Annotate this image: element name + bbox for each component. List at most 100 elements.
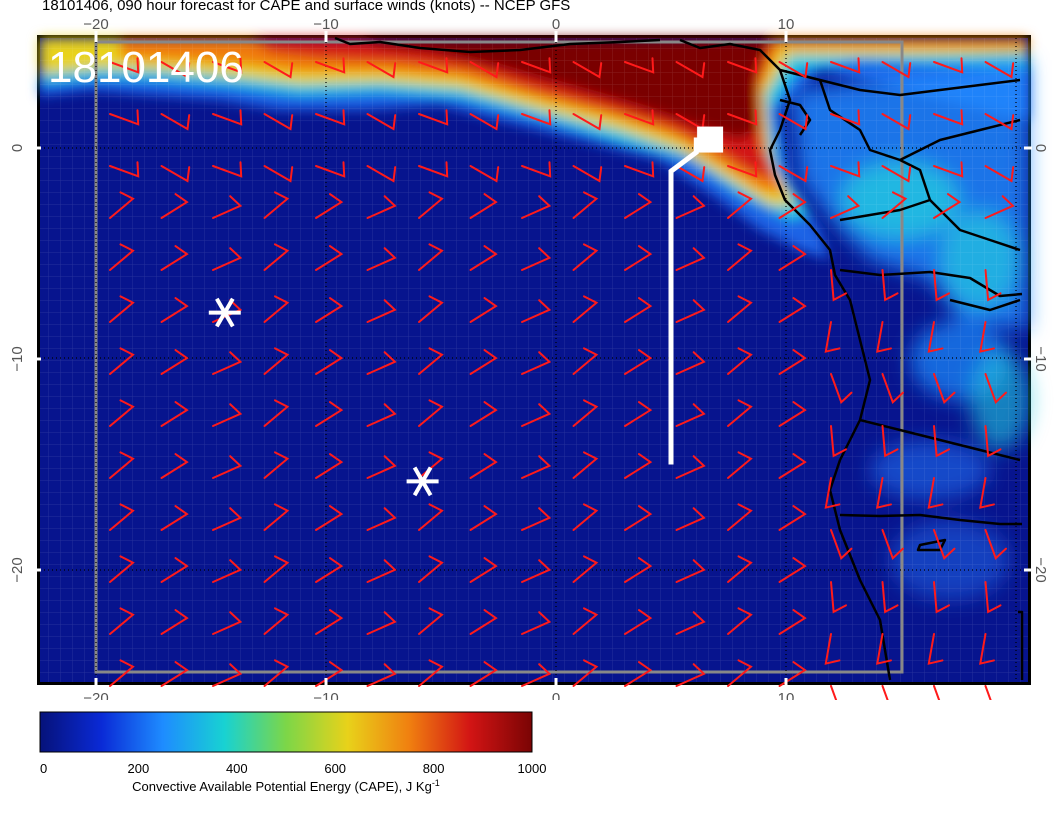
wind-barb <box>984 529 1008 560</box>
wind-barb <box>469 113 500 131</box>
wind-barb <box>212 109 243 126</box>
wind-barb <box>109 191 135 219</box>
wind-barb <box>881 529 905 560</box>
wind-barb <box>778 349 807 375</box>
fine-grid-overlay <box>40 38 1028 682</box>
wind-barb <box>675 351 706 375</box>
wind-barb <box>521 507 552 531</box>
colorbar-ticks: 0 200 400 600 800 1000 <box>40 761 546 776</box>
wind-barb <box>212 57 243 74</box>
wind-barb <box>263 503 290 531</box>
wind-barb <box>979 321 995 353</box>
wind-barb <box>160 557 189 583</box>
wind-barb <box>572 191 599 219</box>
wind-barb <box>727 503 753 531</box>
x-tick-label: 10 <box>778 16 795 33</box>
wind-barb <box>418 57 449 74</box>
wind-barb <box>263 243 290 271</box>
wind-barb <box>315 57 346 74</box>
wind-barbs <box>109 57 1015 700</box>
wind-barb <box>933 109 964 126</box>
wind-barb <box>881 373 905 404</box>
wind-barb <box>624 245 653 271</box>
wind-barb <box>675 403 706 427</box>
wind-barb <box>418 347 444 375</box>
wind-barb <box>469 193 498 219</box>
x-tick-label: −10 <box>313 690 338 700</box>
wind-barb <box>933 269 950 302</box>
wind-barb <box>109 109 140 126</box>
wind-barb <box>160 453 189 479</box>
wind-barb <box>876 321 892 353</box>
wind-barb <box>160 245 189 271</box>
wind-barb <box>984 581 1002 614</box>
wind-barb <box>109 607 135 635</box>
wind-barb <box>469 557 498 583</box>
wind-barb <box>160 401 189 427</box>
wind-barb <box>469 61 500 79</box>
wind-barb <box>572 113 603 131</box>
wind-barb <box>109 295 135 323</box>
wind-barb <box>830 685 838 700</box>
wind-barb <box>727 555 753 583</box>
wind-barb <box>979 633 995 665</box>
wind-barb <box>109 57 140 74</box>
wind-barb <box>624 453 653 479</box>
wind-barb <box>624 557 653 583</box>
wind-barb <box>624 161 655 178</box>
wind-barb <box>881 191 908 219</box>
wind-barb <box>824 321 841 353</box>
wind-barb <box>469 661 498 687</box>
wind-barb <box>572 399 599 427</box>
wind-barb <box>830 529 853 560</box>
wind-barb <box>727 109 758 126</box>
wind-barb <box>933 193 962 219</box>
wind-barb <box>521 299 552 323</box>
wind-barb <box>778 245 807 271</box>
wind-barb <box>315 661 344 687</box>
wind-barb <box>109 503 135 531</box>
domain-box <box>94 40 904 674</box>
wind-barb <box>933 685 941 700</box>
wind-barb <box>418 109 449 126</box>
wind-barb <box>624 297 653 323</box>
wind-barb <box>830 161 861 178</box>
wind-barb <box>263 165 294 183</box>
wind-barb <box>727 191 753 219</box>
wind-barb <box>109 161 140 178</box>
wind-barb <box>315 193 344 219</box>
wind-barb <box>933 57 964 74</box>
wind-barb <box>984 269 1002 302</box>
wind-barb <box>778 113 809 131</box>
wind-barb <box>572 243 599 271</box>
storm-track <box>668 126 724 465</box>
wind-barb <box>824 633 841 665</box>
asterisk-stroke <box>412 466 433 497</box>
wind-barb <box>366 403 397 427</box>
wind-barb <box>727 243 753 271</box>
wind-barb <box>876 477 892 509</box>
wind-barb <box>521 351 552 375</box>
wind-barb <box>160 297 189 323</box>
wind-barb <box>927 477 944 509</box>
wind-barb <box>263 659 290 687</box>
wind-barb <box>675 195 706 219</box>
wind-barb <box>521 195 552 219</box>
wind-barb <box>572 555 599 583</box>
colorbar-tick-label: 800 <box>423 761 445 776</box>
x-tick-label: 10 <box>778 690 795 700</box>
colorbar-label-sup: -1 <box>432 778 440 788</box>
wind-barb <box>366 165 397 183</box>
x-tick-label: −20 <box>83 690 108 700</box>
wind-barb <box>212 195 243 219</box>
colorbar-tick-label: 600 <box>324 761 346 776</box>
colorbar-tick-label: 0 <box>40 761 47 776</box>
wind-barb <box>366 61 397 79</box>
wind-barb <box>624 609 653 635</box>
wind-barb <box>727 295 753 323</box>
wind-barb <box>263 295 290 323</box>
wind-barb <box>984 425 1002 458</box>
wind-barb <box>830 109 861 126</box>
map-title: 18101406, 090 hour forecast for CAPE and… <box>42 0 571 14</box>
wind-barb <box>624 57 655 74</box>
